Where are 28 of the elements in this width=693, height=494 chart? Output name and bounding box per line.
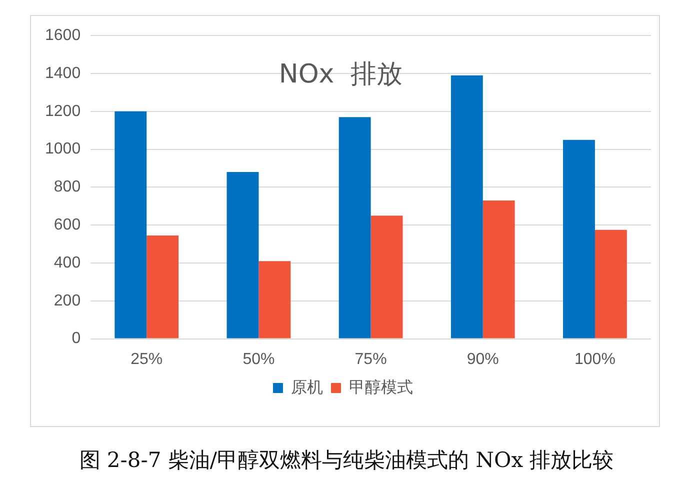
bar <box>258 261 291 338</box>
y-tick-label: 1600 <box>45 27 81 44</box>
y-tick-label: 0 <box>72 330 81 348</box>
bar <box>338 117 371 338</box>
bar <box>450 75 483 338</box>
legend-label: 甲醇模式 <box>349 378 413 396</box>
bar <box>146 236 179 338</box>
y-tick-label: 200 <box>54 292 81 310</box>
x-tick-label: 25% <box>130 350 163 368</box>
text: NOx 排放 <box>278 59 403 90</box>
bar <box>563 140 595 338</box>
x-tick-label: 75% <box>354 350 387 368</box>
y-tick-label: 800 <box>54 178 81 196</box>
bar <box>226 172 259 338</box>
x-tick-label: 50% <box>242 350 275 368</box>
bar <box>594 230 627 338</box>
bar <box>482 200 515 338</box>
y-tick-label: 1000 <box>45 140 81 158</box>
legend-label: 原机 <box>291 378 323 396</box>
y-tick-label: 1400 <box>45 64 81 82</box>
bar <box>114 111 147 338</box>
y-tick-label: 1200 <box>45 102 81 120</box>
x-tick-label: 100% <box>574 350 616 368</box>
y-tick-label: 600 <box>54 216 81 234</box>
x-tick-label: 90% <box>466 350 499 368</box>
caption: 图 2-8-7 柴油/甲醇双燃料与纯柴油模式的 NOx 排放比较 <box>78 447 615 474</box>
y-tick-label: 400 <box>54 254 81 272</box>
bar <box>370 216 403 338</box>
